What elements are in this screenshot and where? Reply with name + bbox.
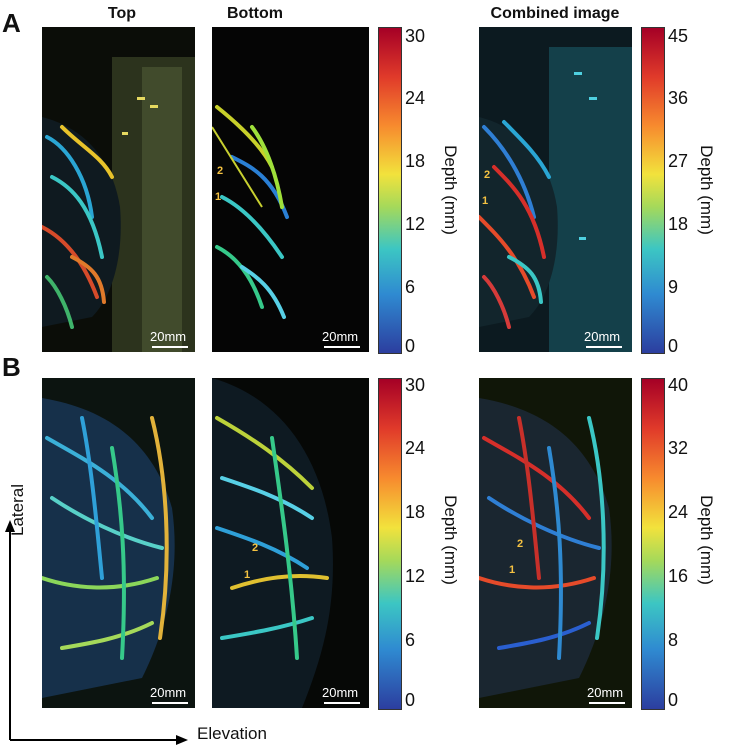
image-a-top: 20mm xyxy=(42,27,195,352)
column-title-top: Top xyxy=(107,5,137,22)
lateral-axis-label: Lateral xyxy=(8,484,27,536)
colorbar-tick: 27 xyxy=(668,151,689,171)
colorbar-tick: 12 xyxy=(405,214,426,234)
colorbar-tick: 32 xyxy=(668,438,689,458)
scale-bar-label: 20mm xyxy=(322,685,359,700)
scale-bar-label: 20mm xyxy=(584,329,621,344)
marker-1: 1 xyxy=(509,564,516,576)
marker-2: 2 xyxy=(517,538,524,550)
colorbar-tick: 45 xyxy=(668,26,689,46)
depth-axis-label: Depth (mm) xyxy=(697,145,716,235)
scale-bar xyxy=(152,702,188,704)
scale-bar-label: 20mm xyxy=(587,685,624,700)
marker-1: 1 xyxy=(215,191,222,203)
colorbar-b-2 xyxy=(641,378,665,710)
marker-1: 1 xyxy=(482,195,489,207)
depth-axis-label: Depth (mm) xyxy=(441,145,460,235)
colorbar-tick: 12 xyxy=(405,566,426,586)
colorbar-tick: 30 xyxy=(405,375,426,395)
colorbar-tick: 16 xyxy=(668,566,689,586)
scale-bar-label: 20mm xyxy=(150,329,187,344)
colorbar-tick: 18 xyxy=(405,151,426,171)
colorbar-tick: 8 xyxy=(668,630,679,650)
image-b-combined: 2 1 20mm xyxy=(479,378,632,708)
column-title-combined: Combined image xyxy=(490,5,620,22)
image-a-combined: 2 1 20mm xyxy=(479,27,632,352)
marker-1: 1 xyxy=(244,569,251,581)
marker-2: 2 xyxy=(252,542,259,554)
colorbar-tick: 40 xyxy=(668,375,689,395)
depth-axis-label: Depth (mm) xyxy=(697,495,716,585)
colorbar-tick: 24 xyxy=(405,438,426,458)
colorbar-tick: 24 xyxy=(668,502,689,522)
colorbar-tick: 6 xyxy=(405,277,416,297)
colorbar-b-1 xyxy=(378,378,402,710)
scale-bar-label: 20mm xyxy=(150,685,187,700)
colorbar-tick: 0 xyxy=(668,336,679,356)
colorbar-tick: 6 xyxy=(405,630,416,650)
column-title-bottom: Bottom xyxy=(227,5,283,22)
image-b-bottom: 2 1 20mm xyxy=(212,378,369,708)
scale-bar xyxy=(324,702,360,704)
orientation-axes xyxy=(5,520,188,745)
scale-bar xyxy=(324,346,360,348)
image-b-top: 20mm xyxy=(42,378,195,708)
marker-2: 2 xyxy=(217,165,224,177)
image-a-bottom: 2 1 20mm xyxy=(212,27,369,352)
colorbar-tick: 24 xyxy=(405,88,426,108)
colorbar-tick: 0 xyxy=(405,690,416,710)
panel-letter-b: B xyxy=(2,352,21,382)
scale-bar xyxy=(586,346,622,348)
colorbar-tick: 9 xyxy=(668,277,679,297)
colorbar-a-1 xyxy=(378,27,402,354)
colorbar-tick: 30 xyxy=(405,26,426,46)
scale-bar xyxy=(589,702,625,704)
scale-bar xyxy=(152,346,188,348)
colorbar-tick: 18 xyxy=(668,214,689,234)
colorbar-tick: 0 xyxy=(405,336,416,356)
colorbar-a-2 xyxy=(641,27,665,354)
depth-axis-label: Depth (mm) xyxy=(441,495,460,585)
scale-bar-label: 20mm xyxy=(322,329,359,344)
colorbar-tick: 0 xyxy=(668,690,679,710)
colorbar-tick: 18 xyxy=(405,502,426,522)
panel-letter-a: A xyxy=(2,8,21,38)
colorbar-tick: 36 xyxy=(668,88,689,108)
marker-2: 2 xyxy=(484,169,491,181)
elevation-axis-label: Elevation xyxy=(197,724,267,743)
